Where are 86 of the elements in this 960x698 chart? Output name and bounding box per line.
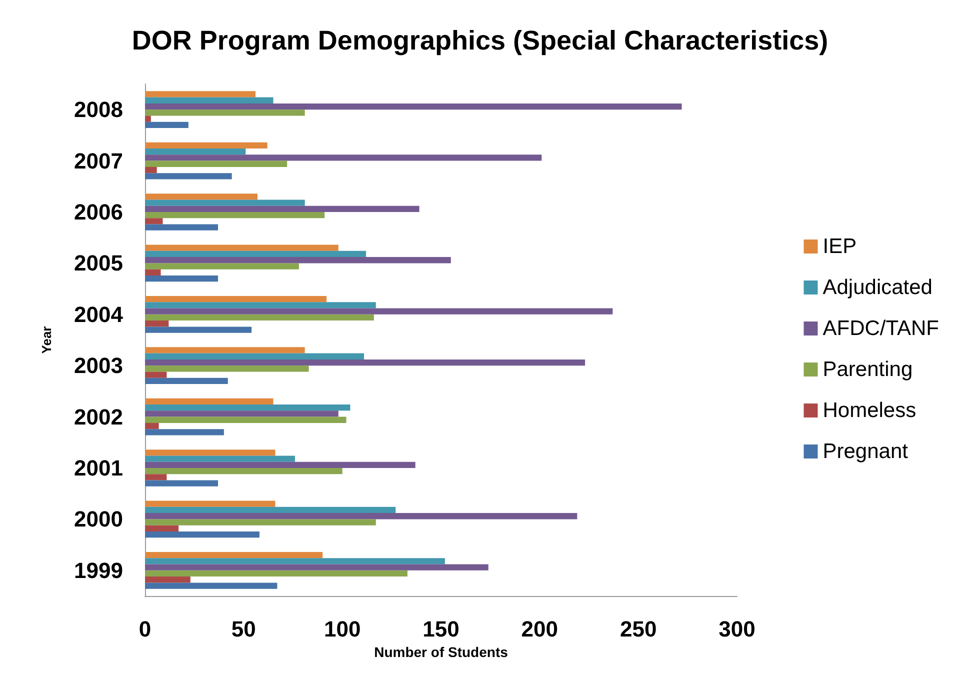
bar [145,224,218,230]
bar [145,314,374,321]
bar [145,398,274,405]
bar [145,244,338,251]
x-axis-title: Number of Students [374,644,508,660]
bar [145,212,325,218]
bar [145,416,346,423]
bar [145,531,260,538]
bar [145,468,342,474]
bar [145,558,445,564]
x-tick-label: 100 [324,616,361,642]
bar [145,110,305,116]
bar [145,462,416,468]
y-axis-title: Year [39,326,54,354]
bar [145,429,224,436]
bar [145,148,246,155]
x-tick-label: 150 [422,616,460,642]
bar [145,302,376,308]
x-tick-label: 0 [138,616,152,642]
x-tick-label: 250 [620,616,657,642]
bar [145,582,278,589]
x-tick-label: 300 [718,616,756,642]
bar [145,160,288,167]
bar [145,103,682,110]
bar [145,480,218,486]
bar [145,200,305,206]
y-tick-label: 1999 [74,558,123,583]
legend-label: Pregnant [822,440,908,463]
bar [145,506,396,514]
chart-title: DOR Program Demographics (Special Characteristics) [132,26,828,56]
bar [145,378,228,384]
bar [145,570,408,577]
bar [145,166,157,174]
y-tick-label: 2007 [74,148,123,174]
bar [145,576,190,583]
bar [145,456,295,462]
y-tick-label: 2002 [74,404,123,430]
legend-label: Parenting [822,358,913,381]
bar [145,359,586,366]
bar [145,275,218,282]
bar [145,366,309,372]
y-tick-label: 2003 [74,353,123,378]
bar [145,347,305,354]
legend-label: Adjudicated [822,276,932,299]
bar [145,410,338,417]
bar [145,474,167,480]
bar [145,116,151,122]
y-tick-label: 2004 [74,302,124,327]
x-tick-label: 50 [231,616,256,642]
bar [145,450,276,456]
bar [145,97,274,104]
y-tick-label: 2006 [74,200,123,224]
bar [145,513,578,520]
y-tick-label: 2005 [74,250,123,276]
bar [145,326,252,333]
bar [145,91,256,98]
bar [145,296,327,302]
bar [145,404,350,411]
bar [145,173,232,180]
bar [145,122,188,128]
bar [145,308,613,314]
bar [145,269,161,276]
bar [145,519,376,526]
bar [145,500,276,507]
bar [145,372,167,378]
bar [145,422,159,430]
legend-label: Homeless [822,399,916,422]
y-tick-label: 2000 [74,506,123,532]
bar [145,218,163,224]
bar [145,320,169,327]
x-tick-label: 200 [521,616,558,642]
legend-label: IEP [822,235,857,258]
legend-label: AFDC/TANF [822,317,940,340]
bar [145,257,451,264]
y-tick-label: 2001 [74,456,123,480]
bar [145,142,268,149]
bar [145,263,299,270]
bar [145,552,323,558]
bar [145,564,488,570]
bar [145,353,364,360]
bar [145,250,366,258]
bar [145,206,420,212]
bar [145,154,542,161]
y-tick-label: 2008 [74,97,123,122]
bar [145,525,179,532]
bar [145,194,258,200]
